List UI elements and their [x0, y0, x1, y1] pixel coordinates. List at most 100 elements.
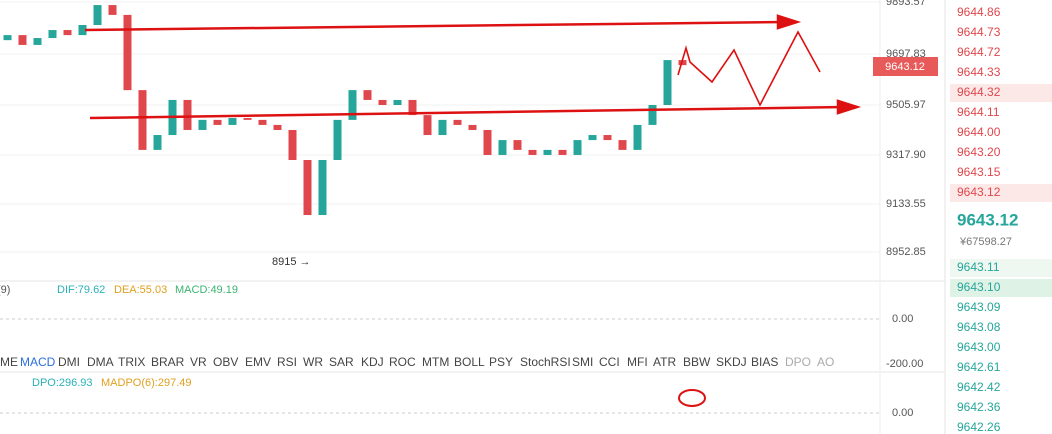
dpo-legend: DPO:296.93 — [32, 377, 93, 389]
candle — [393, 99, 402, 105]
candle — [378, 99, 387, 105]
candle — [573, 140, 582, 155]
arrow-head — [776, 14, 802, 30]
candle — [213, 119, 222, 125]
indicator-tab[interactable]: ROC — [389, 355, 416, 369]
ask-price: 9644.00 — [957, 125, 1001, 139]
candle — [648, 104, 657, 125]
indicator-tab[interactable]: MFI — [627, 355, 648, 369]
candle — [288, 129, 297, 161]
axis-label: 0.00 — [892, 313, 913, 325]
candle — [228, 118, 237, 125]
indicator-tab[interactable]: TRIX — [118, 355, 145, 369]
candle — [633, 124, 642, 150]
arrow-line — [84, 20, 786, 32]
candle — [408, 99, 417, 116]
madpo-legend: MADPO(6):297.49 — [101, 377, 191, 389]
axis-label: 0.00 — [892, 407, 913, 419]
candle — [258, 119, 267, 125]
candle — [153, 135, 162, 150]
bid-price: 9643.10 — [957, 280, 1001, 294]
candle — [348, 90, 357, 120]
arrow-line — [89, 105, 846, 120]
candle — [48, 30, 57, 39]
indicator-tab[interactable]: AO — [817, 355, 834, 369]
indicator-tab[interactable]: DMI — [58, 355, 80, 369]
ask-price: 9643.20 — [957, 145, 1001, 159]
indicator-tab[interactable]: CCI — [599, 355, 620, 369]
indicator-tab[interactable]: ATR — [653, 355, 676, 369]
y-tick-label: 9317.90 — [886, 149, 926, 161]
candle — [513, 140, 522, 150]
ask-price: 9644.11 — [957, 105, 1000, 119]
indicator-tab[interactable]: BOLL — [454, 355, 485, 369]
axis-label: -200.00 — [886, 358, 923, 370]
ask-price: 9643.12 — [957, 185, 1001, 199]
indicator-tab[interactable]: SKDJ — [716, 355, 747, 369]
row-highlight — [950, 184, 1052, 202]
indicator-tab[interactable]: KDJ — [361, 355, 384, 369]
bid-price: 9643.00 — [957, 340, 1001, 354]
candle — [498, 140, 507, 155]
candle — [543, 149, 552, 155]
y-tick-label: 9893.57 — [886, 0, 926, 8]
current-price-tag — [873, 57, 938, 76]
indicator-tab[interactable]: MACD — [20, 355, 56, 369]
bid-price: 9643.11 — [957, 260, 1000, 274]
candle — [78, 25, 87, 36]
candle — [18, 35, 27, 45]
candle — [93, 5, 102, 26]
candle — [453, 119, 462, 125]
indicator-tab[interactable]: PSY — [489, 355, 513, 369]
macd-legend: MACD:49.19 — [175, 284, 238, 296]
indicator-tab[interactable]: DMA — [87, 355, 114, 369]
candle — [123, 14, 132, 91]
bid-price: 9642.42 — [957, 380, 1001, 394]
y-tick-label: 9133.55 — [886, 198, 926, 210]
row-highlight — [950, 84, 1052, 102]
candle — [483, 129, 492, 155]
candle — [33, 38, 42, 45]
indicator-tab[interactable]: BIAS — [751, 355, 778, 369]
order-book: 9644.86 9644.73 9644.72 9644.33 9644.32 9644.… — [950, 5, 1052, 434]
candle — [603, 135, 612, 141]
dif-legend: DIF:79.62 — [57, 284, 105, 296]
candle — [243, 118, 252, 120]
indicator-tab[interactable]: EMV — [245, 355, 271, 369]
indicator-tab[interactable]: WR — [303, 355, 323, 369]
candle — [108, 5, 117, 15]
indicator-tab[interactable]: DPO — [785, 355, 811, 369]
indicator-tab[interactable]: StochRSI — [520, 355, 571, 369]
zigzag — [677, 30, 821, 107]
current-price: 9643.12 — [885, 61, 925, 73]
candle — [438, 119, 447, 136]
candle — [618, 140, 627, 150]
ask-price: 9644.72 — [957, 45, 1001, 59]
y-tick-label: 9505.97 — [886, 99, 926, 111]
ask-price: 9643.15 — [957, 165, 1001, 179]
indicator-tabs: ME MACD DMI DMA TRIX BRAR VR OBV EMV RSI WR SAR KDJ R… — [0, 355, 834, 369]
annotations — [84, 14, 862, 407]
candle — [528, 149, 537, 155]
highlight-circle — [678, 389, 706, 407]
bid-price: 9642.36 — [957, 400, 1001, 414]
dea-legend: DEA:55.03 — [114, 284, 167, 296]
indicator-tab[interactable]: ME — [0, 355, 18, 369]
ask-price: 9644.73 — [957, 25, 1001, 39]
indicator-tab[interactable]: SMI — [572, 355, 593, 369]
bid-price: 9642.26 — [957, 420, 1001, 434]
indicator-tab[interactable]: SAR — [329, 355, 354, 369]
indicator-tab[interactable]: BBW — [683, 355, 711, 369]
last-price-cny: ¥67598.27 — [959, 236, 1012, 248]
candle — [138, 90, 147, 150]
low-label: 8915 → — [272, 256, 311, 268]
candle — [468, 124, 477, 130]
row-highlight — [950, 259, 1052, 277]
indicator-tab[interactable]: OBV — [213, 355, 238, 369]
arrow-head — [836, 99, 862, 115]
indicator-tab[interactable]: MTM — [422, 355, 449, 369]
indicator-tab[interactable]: BRAR — [151, 355, 185, 369]
last-price: 9643.12 — [957, 210, 1018, 229]
indicator-tab[interactable]: VR — [190, 355, 207, 369]
indicator-tab[interactable]: RSI — [277, 355, 297, 369]
